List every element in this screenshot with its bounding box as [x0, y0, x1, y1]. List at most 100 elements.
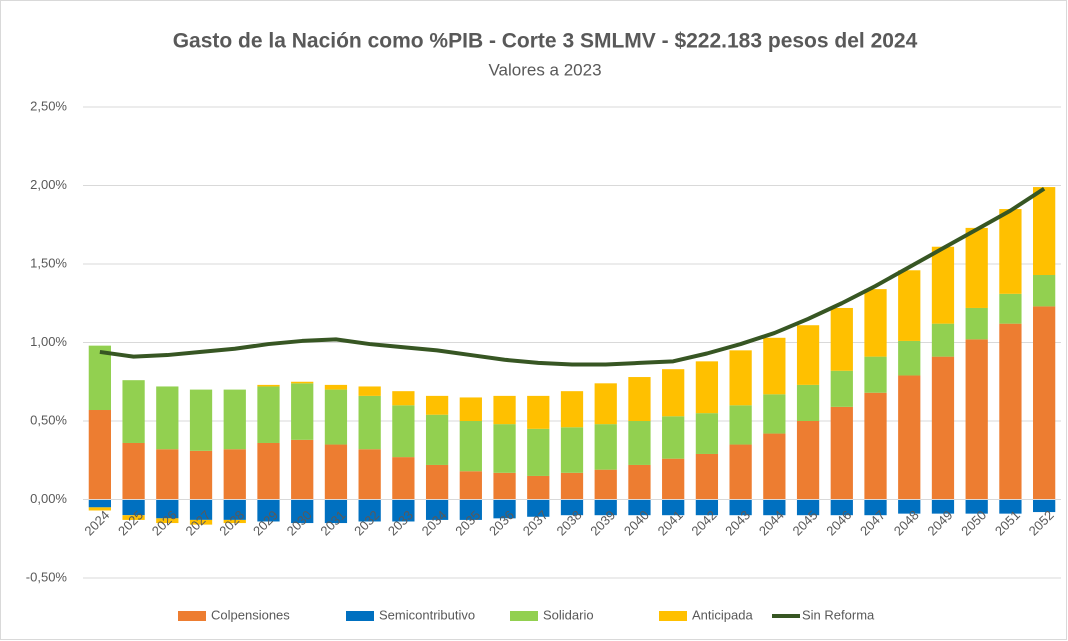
bar-segment: [88, 410, 111, 500]
bar-segment: [122, 380, 145, 443]
bar-segment: [965, 499, 988, 514]
bar-segment: [662, 416, 685, 459]
bar-segment: [729, 405, 752, 445]
bar-segment: [223, 519, 246, 524]
bar-segment: [796, 499, 820, 516]
y-tick-label: 0,00%: [30, 491, 67, 506]
legend-label: Solidario: [543, 607, 594, 622]
bar-segment: [999, 323, 1022, 500]
bar-segment: [763, 337, 786, 395]
bar-segment: [965, 227, 988, 308]
bar-segment: [189, 450, 213, 500]
bar-segment: [493, 499, 516, 519]
bar-segment: [527, 395, 550, 429]
bar-segment: [493, 472, 516, 500]
bar-segment: [628, 499, 651, 516]
bar-segment: [324, 384, 348, 390]
bar-segment: [493, 395, 516, 425]
bar-segment: [88, 499, 111, 508]
bar-segment: [257, 386, 280, 443]
bar-segment: [392, 457, 415, 500]
legend-label: Anticipada: [692, 607, 753, 622]
bar-segment: [358, 449, 381, 500]
bar-segment: [796, 325, 820, 385]
y-tick-label: 1,50%: [30, 255, 67, 270]
bar-segment: [122, 442, 145, 500]
bar-segment: [695, 413, 719, 454]
bar-segment: [864, 356, 887, 393]
bar-segment: [425, 499, 449, 520]
bar-segment: [560, 499, 584, 516]
y-tick-label: 0,50%: [30, 412, 67, 427]
chart-subtitle: Valores a 2023: [488, 60, 601, 79]
bar-segment: [88, 345, 111, 411]
bar-segment: [898, 340, 921, 376]
bar-segment: [88, 507, 111, 511]
bar-segment: [560, 472, 584, 500]
bar-segment: [324, 499, 348, 524]
bar-segment: [729, 350, 752, 406]
bar-segment: [257, 442, 280, 500]
bar-segment: [1033, 187, 1056, 275]
bar-segment: [999, 209, 1022, 294]
bar-segment: [189, 389, 213, 451]
bar-segment: [662, 499, 685, 516]
bar-segment: [493, 424, 516, 473]
bar-segment: [965, 307, 988, 340]
bar-segment: [830, 370, 853, 407]
bar-segment: [628, 464, 651, 500]
bar-segment: [830, 406, 853, 500]
bar-segment: [695, 453, 719, 500]
bar-segment: [156, 386, 179, 450]
bar-segment: [594, 499, 617, 516]
bar-segment: [999, 499, 1022, 514]
bar-segment: [156, 449, 179, 500]
bar-segment: [898, 375, 921, 500]
bar-segment: [392, 405, 415, 458]
bar-segment: [628, 377, 651, 421]
bar-segment: [695, 361, 719, 414]
y-tick-label: 2,50%: [30, 98, 67, 113]
bar-segment: [122, 515, 145, 520]
bar-segment: [864, 392, 887, 500]
line-series: [99, 186, 1046, 367]
bar-segment: [324, 444, 348, 500]
legend-swatch: [346, 611, 374, 621]
bar-segment: [358, 395, 381, 450]
bar-segment: [459, 471, 482, 500]
bar-segment: [662, 369, 685, 417]
bar-segment: [662, 458, 685, 500]
bar-segment: [560, 427, 584, 473]
bar-segment: [358, 386, 381, 396]
bar-segment: [358, 499, 381, 522]
bar-segment: [931, 246, 955, 324]
bar-segment: [1033, 306, 1056, 500]
legend-swatch: [178, 611, 206, 621]
bar-segment: [257, 499, 280, 522]
bar-segment: [324, 389, 348, 445]
bar-segment: [291, 383, 314, 440]
bar-segment: [864, 289, 887, 357]
bar-segment: [1033, 499, 1056, 513]
bar-segment: [425, 464, 449, 500]
bar-segment: [459, 499, 482, 520]
legend-swatch: [659, 611, 687, 621]
bar-segment: [729, 499, 752, 516]
bar-segment: [763, 499, 786, 516]
bar-segment: [1033, 274, 1056, 307]
legend-swatch: [510, 611, 538, 621]
legend-label: Semicontributivo: [379, 607, 475, 622]
bar-segment: [864, 499, 887, 516]
bar-segment: [425, 414, 449, 465]
bar-segment: [392, 499, 415, 522]
bar-segment: [999, 293, 1022, 324]
bar-segment: [223, 389, 246, 450]
bar-segment: [695, 499, 719, 516]
bar-segment: [156, 518, 179, 524]
bar-segment: [122, 499, 145, 516]
bar-segment: [223, 449, 246, 500]
bar-segment: [898, 270, 921, 341]
bar-segment: [830, 307, 853, 371]
bar-segment: [594, 469, 617, 500]
